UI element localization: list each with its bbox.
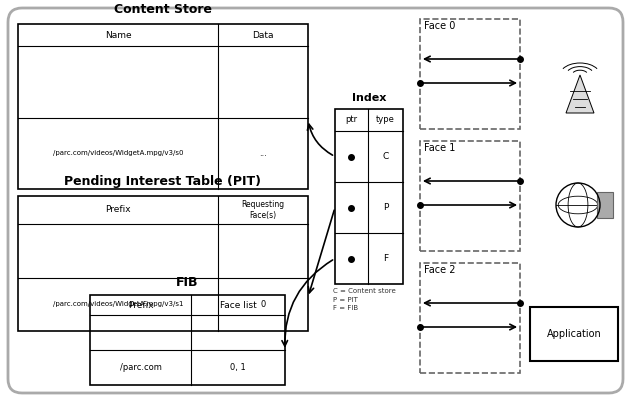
Text: Face 1: Face 1	[424, 143, 456, 153]
FancyBboxPatch shape	[530, 307, 618, 361]
Text: Data: Data	[252, 30, 274, 40]
Text: Face 2: Face 2	[424, 265, 456, 275]
Text: Application: Application	[547, 329, 602, 339]
Text: Content Store: Content Store	[114, 3, 212, 16]
Text: 0: 0	[260, 300, 265, 309]
FancyBboxPatch shape	[597, 192, 613, 218]
Text: /parc.com: /parc.com	[120, 363, 161, 372]
Text: ...: ...	[259, 149, 267, 158]
Text: 0, 1: 0, 1	[230, 363, 246, 372]
Text: Name: Name	[105, 30, 131, 40]
Text: C: C	[382, 152, 389, 161]
Text: ptr: ptr	[345, 115, 357, 124]
Text: Prefix: Prefix	[105, 205, 131, 215]
Text: FIB: FIB	[176, 276, 199, 289]
Text: type: type	[376, 115, 395, 124]
Text: Prefix: Prefix	[128, 300, 154, 310]
Text: F: F	[383, 254, 388, 263]
Polygon shape	[566, 75, 594, 113]
Text: Requesting
Face(s): Requesting Face(s)	[242, 200, 285, 220]
Text: P: P	[383, 203, 388, 212]
Text: Pending Interest Table (PIT): Pending Interest Table (PIT)	[64, 175, 262, 188]
Text: Face 0: Face 0	[424, 21, 456, 31]
Text: /parc.com/videos/WidgetA.mpg/v3/s0: /parc.com/videos/WidgetA.mpg/v3/s0	[53, 150, 183, 156]
Text: Face list: Face list	[220, 300, 256, 310]
Text: Index: Index	[352, 93, 386, 103]
Text: /parc.com/videos/WidgetA.mpg/v3/s1: /parc.com/videos/WidgetA.mpg/v3/s1	[53, 301, 183, 307]
Text: C = Content store
P = PIT
F = FIB: C = Content store P = PIT F = FIB	[333, 288, 396, 311]
